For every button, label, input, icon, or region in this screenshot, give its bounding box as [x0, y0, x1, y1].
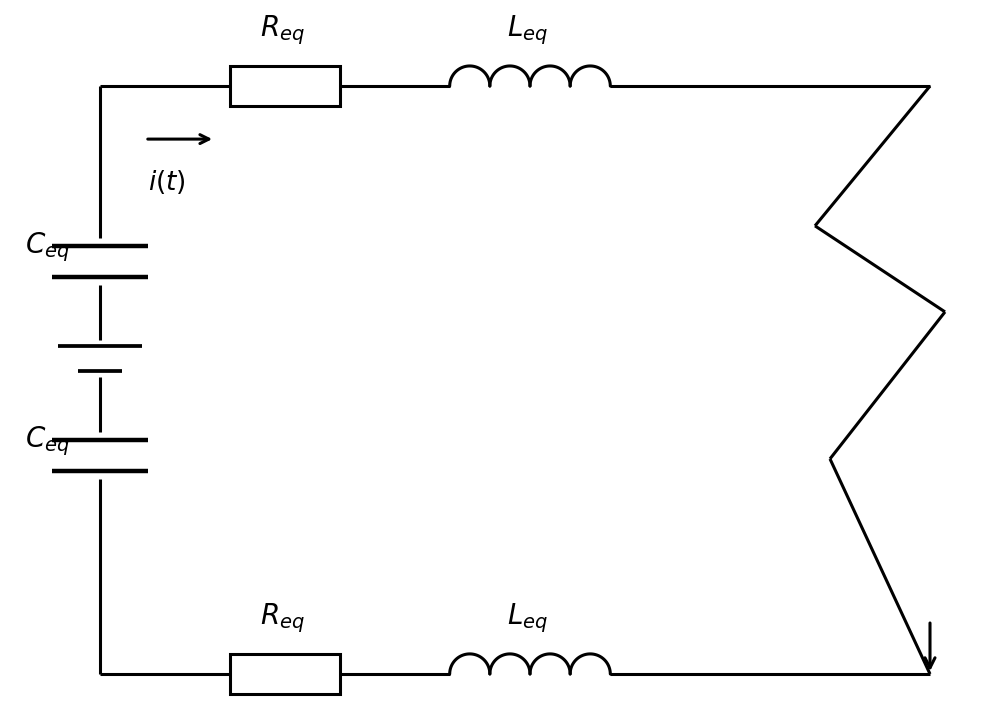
Text: $R_{eq}$: $R_{eq}$ — [260, 601, 304, 635]
Text: $R_{eq}$: $R_{eq}$ — [260, 13, 304, 47]
Bar — [230, 654, 340, 694]
Text: $C_{eq}$: $C_{eq}$ — [25, 231, 70, 264]
Text: $i(t)$: $i(t)$ — [148, 168, 186, 196]
Text: $C_{eq}$: $C_{eq}$ — [25, 424, 70, 457]
Text: $L_{eq}$: $L_{eq}$ — [507, 601, 549, 635]
Text: $L_{eq}$: $L_{eq}$ — [507, 13, 549, 47]
Bar — [230, 66, 340, 106]
